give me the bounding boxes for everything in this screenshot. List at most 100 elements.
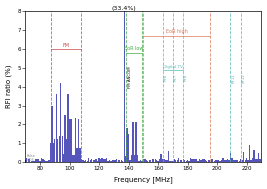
Bar bbox=[76, 148, 78, 162]
Bar bbox=[219, 161, 221, 162]
Bar bbox=[239, 161, 240, 162]
Bar bbox=[51, 105, 53, 162]
Bar bbox=[119, 160, 120, 162]
Bar bbox=[153, 159, 154, 162]
Text: RF6: RF6 bbox=[163, 74, 167, 81]
Bar bbox=[115, 160, 116, 162]
Bar bbox=[172, 161, 174, 162]
Bar bbox=[60, 83, 61, 162]
Bar bbox=[134, 155, 135, 162]
Text: RF8: RF8 bbox=[184, 74, 188, 81]
Bar bbox=[25, 160, 26, 162]
Bar bbox=[88, 158, 89, 162]
Bar bbox=[68, 94, 69, 162]
Bar bbox=[81, 159, 82, 162]
Bar bbox=[128, 134, 129, 162]
Bar bbox=[252, 158, 253, 162]
Bar bbox=[89, 160, 91, 162]
Bar bbox=[146, 160, 147, 162]
Bar bbox=[143, 159, 144, 162]
Bar bbox=[92, 160, 94, 162]
Bar bbox=[38, 159, 39, 162]
Bar bbox=[184, 160, 185, 162]
Bar bbox=[41, 158, 42, 162]
Text: EoR low: EoR low bbox=[124, 46, 143, 51]
Bar bbox=[169, 161, 171, 162]
Bar bbox=[124, 12, 125, 162]
Bar bbox=[246, 158, 247, 162]
Bar bbox=[177, 160, 178, 162]
Bar bbox=[150, 160, 151, 162]
Bar bbox=[131, 155, 132, 162]
Bar bbox=[171, 161, 172, 162]
Bar bbox=[197, 160, 199, 162]
Bar bbox=[217, 160, 218, 162]
Text: Digital TV: Digital TV bbox=[163, 65, 183, 69]
Bar bbox=[138, 161, 140, 162]
Bar bbox=[30, 161, 32, 162]
Bar bbox=[42, 159, 44, 162]
Bar bbox=[152, 159, 153, 162]
Bar bbox=[200, 160, 202, 162]
Bar bbox=[212, 159, 213, 162]
Bar bbox=[149, 160, 150, 162]
Bar bbox=[39, 161, 41, 162]
Bar bbox=[28, 159, 29, 162]
Bar bbox=[61, 136, 63, 162]
Bar bbox=[203, 159, 205, 162]
Bar bbox=[26, 158, 28, 162]
Bar bbox=[45, 160, 47, 162]
Bar bbox=[47, 160, 48, 162]
Bar bbox=[227, 159, 228, 162]
Bar bbox=[155, 159, 156, 162]
Bar bbox=[159, 159, 160, 162]
Text: RF7: RF7 bbox=[174, 74, 178, 81]
Bar bbox=[258, 153, 259, 162]
Bar bbox=[100, 159, 101, 162]
Bar bbox=[141, 161, 143, 162]
Bar bbox=[187, 160, 188, 162]
Bar bbox=[193, 159, 194, 162]
Bar bbox=[113, 160, 115, 162]
Bar bbox=[208, 160, 209, 162]
Bar bbox=[50, 143, 51, 162]
Bar bbox=[256, 159, 258, 162]
Bar bbox=[125, 156, 126, 162]
Bar bbox=[206, 161, 207, 162]
Bar bbox=[107, 161, 109, 162]
Bar bbox=[174, 159, 175, 162]
Bar bbox=[122, 161, 123, 162]
Bar bbox=[194, 159, 196, 162]
Bar bbox=[82, 160, 84, 162]
Bar bbox=[186, 161, 187, 162]
Bar bbox=[78, 119, 79, 162]
Bar bbox=[97, 160, 98, 162]
Bar bbox=[224, 160, 225, 162]
Bar bbox=[199, 159, 200, 162]
Bar bbox=[44, 160, 45, 162]
Bar bbox=[29, 159, 30, 162]
Text: RF12: RF12 bbox=[242, 74, 246, 83]
Bar bbox=[221, 160, 222, 162]
Bar bbox=[144, 159, 146, 162]
Bar bbox=[73, 155, 75, 162]
Bar bbox=[225, 160, 227, 162]
Bar bbox=[35, 159, 36, 162]
Bar bbox=[75, 118, 76, 162]
Bar bbox=[202, 159, 203, 162]
Text: EoR high: EoR high bbox=[166, 29, 187, 34]
Bar bbox=[36, 159, 38, 162]
Bar bbox=[183, 159, 184, 162]
Y-axis label: RFI ratio (%): RFI ratio (%) bbox=[6, 65, 12, 108]
Bar bbox=[180, 160, 181, 162]
Bar bbox=[234, 160, 235, 162]
Bar bbox=[79, 148, 81, 162]
Bar bbox=[255, 159, 256, 162]
Bar bbox=[54, 139, 56, 162]
Bar bbox=[58, 136, 60, 162]
Bar bbox=[132, 122, 134, 162]
Bar bbox=[230, 153, 231, 162]
Bar bbox=[248, 160, 249, 162]
Bar bbox=[228, 160, 230, 162]
Bar bbox=[259, 159, 261, 162]
